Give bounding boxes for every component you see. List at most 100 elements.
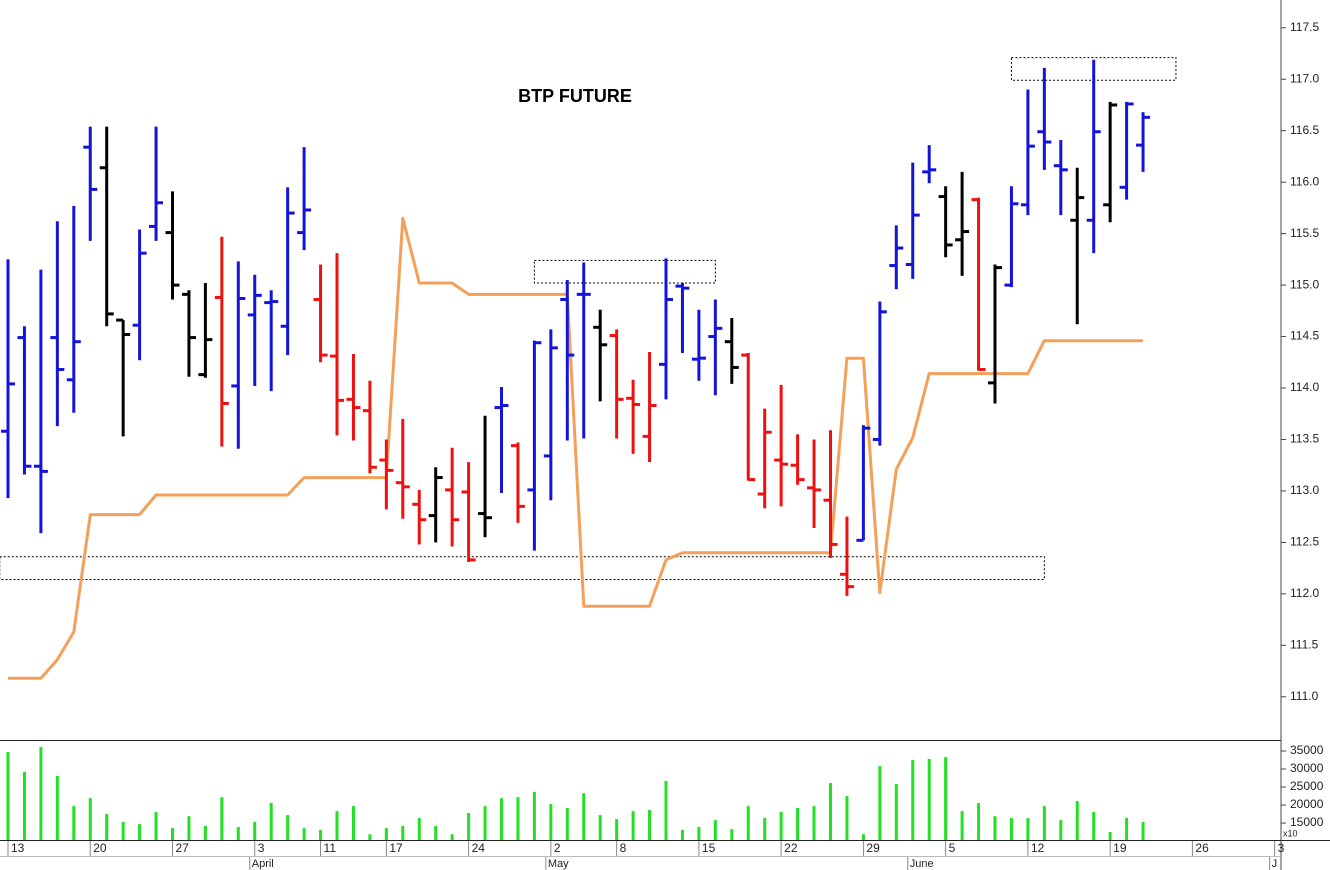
volume-bar [319, 829, 323, 840]
volume-bar [171, 828, 174, 840]
volume-bar [302, 828, 306, 840]
volume-bar [730, 829, 734, 840]
volume-bar [532, 792, 536, 840]
volume-bar [39, 747, 43, 840]
x-tick-label: 11 [324, 841, 337, 855]
volume-bar [845, 796, 849, 840]
volume-bar [631, 811, 635, 840]
volume-bar [927, 758, 931, 840]
volume-bar [236, 827, 240, 840]
price-zone [533, 259, 716, 284]
volume-bar [894, 784, 898, 840]
volume-bar [72, 806, 76, 840]
y-tick-label: 113.5 [1290, 432, 1319, 446]
x-tick-label: 20 [93, 841, 107, 855]
stop-line [8, 216, 1143, 680]
volume-bar [746, 806, 750, 840]
volume-bar [55, 775, 59, 840]
y-tick-label: 114.0 [1290, 380, 1319, 394]
volume-bar [6, 752, 10, 840]
volume-bar [450, 834, 454, 840]
volume-bar [154, 811, 158, 840]
y-tick-label: 111.0 [1290, 689, 1319, 703]
volume-bar [467, 812, 471, 840]
price-zone [0, 556, 1045, 580]
volume-bar [549, 803, 553, 840]
volume-bar [812, 806, 816, 840]
volume-bar [269, 802, 273, 840]
y-tick-label: 113.0 [1290, 483, 1319, 497]
volume-bar [105, 814, 109, 840]
volume-bar [351, 806, 355, 840]
volume-bar [977, 802, 981, 840]
volume-bar [203, 825, 207, 840]
volume-bar [88, 798, 92, 840]
volume-bar [253, 821, 257, 840]
x-tick-label: 27 [176, 841, 190, 855]
chart-title: BTP FUTURE [518, 86, 632, 106]
volume-bar [664, 780, 668, 840]
volume-bar [516, 797, 520, 840]
volume-bar [434, 825, 438, 840]
volume-y-tick-label: 20000 [1290, 797, 1324, 811]
volume-bar [1092, 811, 1096, 840]
volume-bar [138, 824, 142, 840]
volume-bar [417, 818, 421, 840]
y-tick-label: 112.0 [1290, 586, 1319, 600]
volume-bar [911, 760, 915, 840]
x-tick-label: 13 [11, 841, 25, 855]
x-tick-label: 5 [949, 841, 956, 855]
volume-bar [1125, 818, 1129, 840]
volume-bar [500, 798, 503, 840]
volume-bar [187, 816, 191, 840]
y-tick-label: 112.5 [1290, 535, 1319, 549]
volume-bar [1108, 832, 1112, 840]
volume-bar [1059, 820, 1063, 840]
volume-bar [1009, 818, 1013, 840]
y-tick-label: 115.0 [1290, 277, 1319, 291]
y-tick-label: 117.5 [1290, 20, 1319, 34]
x-tick-label: 19 [1113, 841, 1127, 855]
y-tick-label: 117.0 [1290, 71, 1319, 85]
volume-bar [960, 811, 964, 840]
volume-bar [1042, 806, 1046, 840]
volume-bar [1141, 821, 1145, 840]
month-label: April [252, 858, 274, 870]
volume-bar [779, 811, 783, 840]
volume-bar [648, 810, 652, 840]
volume-bar [697, 827, 701, 840]
volume-bar [796, 807, 800, 840]
x-tick-label: 8 [620, 841, 627, 855]
volume-bar [829, 783, 832, 840]
y-tick-label: 115.5 [1290, 226, 1319, 240]
volume-bar [1075, 801, 1079, 840]
volume-bar [993, 816, 997, 840]
volume-bar [121, 821, 125, 840]
y-tick-label: 111.5 [1290, 637, 1319, 651]
volume-bar [335, 811, 339, 840]
volume-bar [22, 771, 26, 840]
volume-bar [615, 819, 619, 840]
y-tick-label: 116.5 [1290, 123, 1319, 137]
volume-y-tick-label: 25000 [1290, 779, 1324, 793]
y-tick-label: 114.5 [1290, 329, 1319, 343]
volume-bar [483, 806, 487, 840]
x-tick-label: 26 [1195, 841, 1209, 855]
volume-bar [384, 828, 388, 840]
x-tick-label: 22 [784, 841, 798, 855]
volume-bar [713, 820, 717, 840]
volume-bar [680, 829, 684, 840]
x-tick-label: 3 [1278, 841, 1285, 855]
x-tick-label: 3 [258, 841, 265, 855]
x-tick-label: 12 [1031, 841, 1045, 855]
price-panel [0, 57, 1177, 680]
x-tick-label: 2 [554, 841, 561, 855]
volume-bar [368, 834, 372, 840]
volume-bar [565, 807, 569, 840]
volume-bar [220, 797, 224, 840]
volume-bar [878, 766, 882, 840]
y-tick-label: 116.0 [1290, 174, 1319, 188]
month-label: J [1272, 858, 1278, 870]
volume-bar [1026, 818, 1030, 840]
